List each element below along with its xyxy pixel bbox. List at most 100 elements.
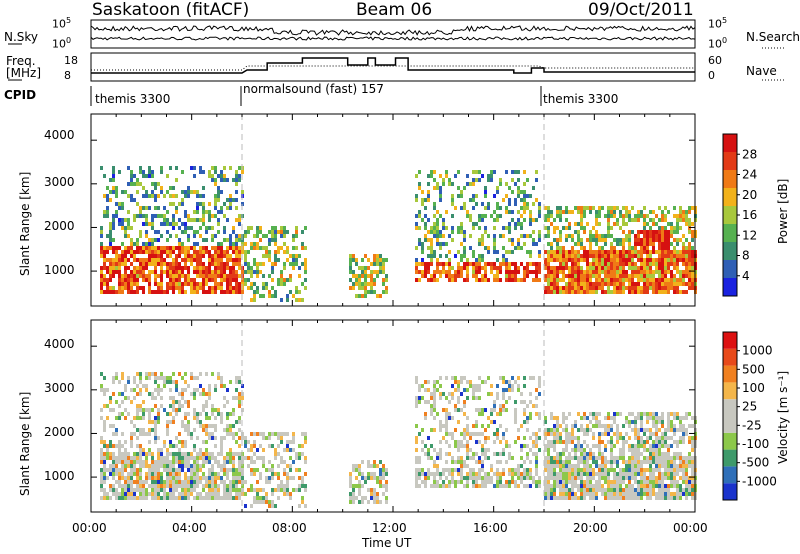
heatmap-cell <box>454 404 457 408</box>
heatmap-cell <box>676 456 679 460</box>
heatmap-cell <box>118 440 121 444</box>
heatmap-cell <box>481 424 484 428</box>
heatmap-cell <box>238 254 241 258</box>
heatmap-cell <box>145 250 148 254</box>
heatmap-cell <box>571 266 574 270</box>
heatmap-cell <box>595 242 598 246</box>
heatmap-cell <box>463 436 466 440</box>
heatmap-cell <box>547 468 550 472</box>
heatmap-cell <box>103 392 106 396</box>
heatmap-cell <box>475 170 478 174</box>
heatmap-cell <box>511 376 514 380</box>
heatmap-cell <box>472 392 475 396</box>
heatmap-cell <box>187 214 190 218</box>
heatmap-cell <box>172 282 175 286</box>
heatmap-cell <box>184 484 187 488</box>
heatmap-cell <box>493 266 496 270</box>
heatmap-cell <box>433 270 436 274</box>
heatmap-cell <box>580 460 583 464</box>
heatmap-cell <box>610 460 613 464</box>
heatmap-cell <box>676 282 679 286</box>
heatmap-cell <box>592 496 595 500</box>
heatmap-cell <box>670 412 673 416</box>
heatmap-cell <box>556 436 559 440</box>
heatmap-cell <box>640 496 643 500</box>
heatmap-cell <box>634 270 637 274</box>
heatmap-cell <box>355 278 358 282</box>
heatmap-cell <box>115 194 118 198</box>
heatmap-cell <box>265 500 268 504</box>
heatmap-cell <box>646 254 649 258</box>
heatmap-cell <box>229 448 232 452</box>
heatmap-cell <box>487 456 490 460</box>
heatmap-cell <box>415 226 418 230</box>
heatmap-cell <box>196 282 199 286</box>
heatmap-cell <box>652 238 655 242</box>
heatmap-cell <box>580 286 583 290</box>
heatmap-cell <box>139 392 142 396</box>
heatmap-cell <box>415 174 418 178</box>
heatmap-cell <box>658 460 661 464</box>
heatmap-cell <box>433 254 436 258</box>
heatmap-cell <box>226 432 229 436</box>
heatmap-cell <box>157 282 160 286</box>
heatmap-cell <box>514 420 517 424</box>
heatmap-cell <box>589 286 592 290</box>
heatmap-cell <box>115 444 118 448</box>
heatmap-cell <box>133 396 136 400</box>
heatmap-cell <box>220 250 223 254</box>
heatmap-cell <box>574 452 577 456</box>
heatmap-cell <box>652 444 655 448</box>
nsky-frame <box>90 19 696 49</box>
heatmap-cell <box>118 404 121 408</box>
freq-panel <box>90 52 696 82</box>
heatmap-cell <box>223 262 226 266</box>
heatmap-cell <box>523 420 526 424</box>
heatmap-cell <box>205 278 208 282</box>
heatmap-cell <box>547 484 550 488</box>
heatmap-cell <box>628 250 631 254</box>
heatmap-cell <box>628 238 631 242</box>
heatmap-cell <box>652 222 655 226</box>
heatmap-cell <box>427 238 430 242</box>
heatmap-cell <box>496 202 499 206</box>
heatmap-cell <box>478 408 481 412</box>
heatmap-cell <box>652 290 655 294</box>
heatmap-cell <box>109 190 112 194</box>
heatmap-cell <box>187 456 190 460</box>
heatmap-cell <box>670 480 673 484</box>
heatmap-cell <box>664 468 667 472</box>
heatmap-cell <box>589 452 592 456</box>
heatmap-cell <box>199 218 202 222</box>
heatmap-cell <box>292 440 295 444</box>
heatmap-cell <box>169 492 172 496</box>
heatmap-cell <box>571 480 574 484</box>
heatmap-cell <box>532 186 535 190</box>
heatmap-cell <box>691 460 694 464</box>
heatmap-cell <box>379 258 382 262</box>
heatmap-cell <box>142 214 145 218</box>
heatmap-cell <box>358 500 361 504</box>
heatmap-cell <box>427 190 430 194</box>
heatmap-cell <box>637 266 640 270</box>
heatmap-cell <box>643 468 646 472</box>
heatmap-cell <box>586 432 589 436</box>
heatmap-cell <box>277 484 280 488</box>
heatmap-cell <box>502 472 505 476</box>
heatmap-cell <box>454 408 457 412</box>
heatmap-cell <box>349 492 352 496</box>
heatmap-cell <box>304 258 307 262</box>
heatmap-cell <box>682 234 685 238</box>
heatmap-cell <box>685 476 688 480</box>
heatmap-cell <box>619 290 622 294</box>
heatmap-cell <box>229 278 232 282</box>
heatmap-cell <box>679 254 682 258</box>
heatmap-cell <box>208 210 211 214</box>
heatmap-cell <box>256 246 259 250</box>
heatmap-cell <box>298 290 301 294</box>
heatmap-cell <box>463 376 466 380</box>
heatmap-cell <box>619 436 622 440</box>
heatmap-cell <box>424 234 427 238</box>
heatmap-cell <box>586 266 589 270</box>
heatmap-cell <box>229 194 232 198</box>
